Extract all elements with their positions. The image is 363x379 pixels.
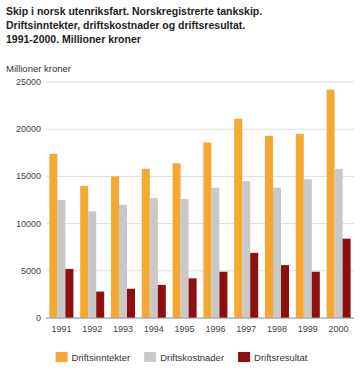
legend-label: Driftsresultat [254, 352, 308, 363]
bar [335, 169, 343, 318]
bar [312, 272, 320, 318]
bar [150, 198, 158, 318]
bar [158, 285, 166, 318]
y-tick-label: 10000 [16, 219, 41, 229]
bar [96, 292, 104, 318]
y-tick-label: 20000 [16, 124, 41, 134]
x-tick-label: 1999 [298, 324, 318, 334]
bar [242, 181, 250, 318]
bar [343, 239, 351, 318]
bar [327, 90, 335, 318]
x-tick-label: 1994 [144, 324, 164, 334]
x-tick-label: 1995 [175, 324, 195, 334]
bar [173, 163, 181, 318]
bar [219, 272, 227, 318]
chart: Skip i norsk utenriksfart. Norskregistre… [0, 0, 363, 379]
bar [127, 289, 135, 318]
x-tick-label: 1991 [51, 324, 71, 334]
bar [111, 176, 119, 318]
x-axis-line [46, 318, 354, 319]
grid-line [46, 82, 354, 83]
bar [281, 265, 289, 318]
bar [304, 179, 312, 318]
grid-line [46, 129, 354, 130]
y-axis-label: Millioner kroner [6, 63, 71, 74]
legend-label: Driftsinntekter [72, 352, 131, 363]
title: Skip i norsk utenriksfart. Norskregistre… [6, 5, 262, 45]
y-tick-label: 15000 [16, 171, 41, 181]
bar [142, 169, 150, 318]
bar [119, 205, 127, 318]
legend-swatch [56, 352, 68, 362]
bar [189, 278, 197, 318]
bar [250, 253, 258, 318]
x-tick-label: 1993 [113, 324, 133, 334]
y-tick-label: 0 [36, 313, 41, 323]
x-tick-label: 1998 [267, 324, 287, 334]
x-tick-label: 1997 [236, 324, 256, 334]
y-tick-label: 25000 [16, 77, 41, 87]
bar [181, 199, 189, 318]
x-tick-label: 2000 [329, 324, 349, 334]
bar [296, 134, 304, 318]
legend-label: Driftskostnader [160, 352, 224, 363]
bar [234, 119, 242, 318]
bar [211, 188, 219, 318]
grid-line [46, 176, 354, 177]
legend-swatch [144, 352, 156, 362]
bar [88, 211, 96, 318]
x-tick-label: 1992 [82, 324, 102, 334]
legend-swatch [238, 352, 250, 362]
bars [49, 90, 350, 318]
y-tick-label: 5000 [21, 266, 41, 276]
grid-line [46, 318, 354, 319]
x-tick-label: 1996 [205, 324, 225, 334]
bar [49, 154, 57, 318]
bar [273, 188, 281, 318]
bar [65, 269, 73, 318]
bar [265, 136, 273, 318]
bar [80, 186, 88, 318]
legend: Driftsinntekter Driftskostnader Driftsresu… [56, 352, 308, 363]
bar [203, 142, 211, 318]
bar [57, 200, 65, 318]
